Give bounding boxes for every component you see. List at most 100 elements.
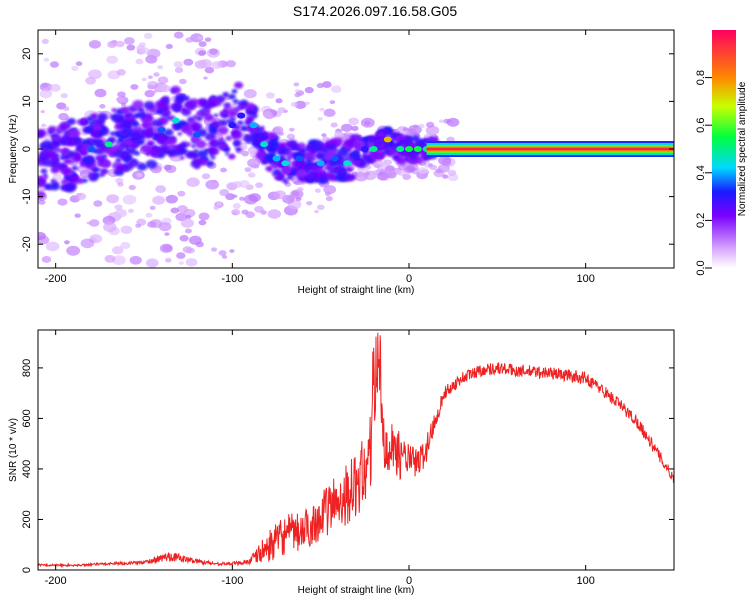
heatmap-cell [71, 137, 83, 146]
heatmap-cell [173, 61, 183, 68]
heatmap-cell [176, 252, 186, 259]
heatmap-cell [208, 147, 220, 156]
y-tick-label: 800 [21, 359, 33, 377]
heatmap-cell [106, 194, 120, 204]
heatmap-cell [294, 92, 301, 98]
heatmap-cell [218, 119, 228, 127]
heatmap-cell [323, 108, 336, 118]
heatmap-cell [384, 148, 393, 155]
heatmap-cell [327, 166, 339, 175]
heatmap-cell [250, 131, 262, 141]
heatmap-cell [191, 122, 203, 131]
heatmap-cell [164, 128, 174, 136]
heatmap-cell [38, 190, 46, 200]
heatmap-cell [446, 117, 460, 127]
heatmap-cell [290, 102, 298, 107]
heatmap-cell [264, 153, 276, 163]
heatmap-cell [273, 190, 287, 200]
heatmap-cell [115, 40, 125, 48]
heatmap-peak [316, 160, 325, 167]
heatmap-cell [204, 132, 216, 141]
heatmap-cell [40, 168, 48, 174]
heatmap-cell [245, 211, 255, 219]
heatmap-cell [196, 111, 204, 117]
snr-plot-area [38, 332, 674, 569]
heatmap-cell [173, 31, 184, 39]
heatmap-cell [104, 255, 116, 263]
heatmap-cell [75, 155, 82, 160]
heatmap-cell [170, 89, 176, 93]
heatmap-x-label: Height of straight line (km) [298, 285, 415, 296]
heatmap-cell [147, 84, 155, 90]
heatmap-cell [59, 121, 71, 131]
heatmap-cell [132, 100, 144, 109]
snr-series-line [38, 332, 674, 569]
heatmap-cell [167, 143, 176, 151]
heatmap-cell [58, 137, 70, 146]
heatmap-cell [121, 127, 133, 137]
heatmap-cell [180, 142, 188, 149]
heatmap-cell [397, 142, 402, 147]
heatmap-cell [114, 149, 126, 159]
heatmap-cell [196, 149, 208, 159]
heatmap-cell [295, 196, 302, 202]
heatmap-cell [145, 159, 158, 169]
heatmap-cell [185, 258, 198, 267]
heatmap-cell [316, 204, 325, 210]
heatmap-peak [260, 141, 269, 148]
x-tick-label: -100 [221, 273, 243, 285]
heatmap-cell [277, 142, 287, 150]
heatmap-cell [92, 167, 100, 173]
heatmap-cell [314, 177, 319, 181]
heatmap-cell [286, 174, 294, 180]
heatmap-cell [204, 66, 215, 74]
heatmap-cell [174, 94, 185, 103]
heatmap-cell [175, 126, 180, 130]
heatmap-cell [198, 50, 207, 56]
heatmap-cell [135, 223, 142, 228]
heatmap-cell [93, 138, 102, 146]
heatmap-cell [127, 158, 140, 168]
heatmap-cell [53, 157, 60, 163]
snr-panel: -200 -100 0 100 0 200 400 600 800 Height of str… [8, 329, 675, 596]
heatmap-cell [240, 125, 248, 131]
heatmap-cell [272, 126, 284, 134]
heatmap-cell [330, 122, 338, 128]
heatmap-cell [102, 160, 110, 167]
snr-y-ticks: 0 200 400 600 800 [21, 359, 674, 573]
heatmap-cell [259, 127, 264, 132]
heatmap-cell [39, 89, 53, 99]
heatmap-cell [86, 116, 94, 122]
heatmap-cell [220, 167, 227, 173]
heatmap-cell [120, 102, 127, 107]
heatmap-cell [295, 159, 306, 169]
heatmap-cell [75, 61, 83, 67]
heatmap-cell [149, 205, 156, 210]
heatmap-cell [157, 76, 169, 85]
heatmap-peak [249, 122, 258, 129]
heatmap-cell [198, 219, 207, 226]
x-tick-label: 0 [406, 575, 412, 587]
heatmap-cell [182, 95, 190, 101]
heatmap-cell [286, 133, 296, 140]
heatmap-cell [140, 144, 152, 153]
heatmap-cell [180, 149, 185, 153]
heatmap-cell [63, 183, 76, 193]
heatmap-cell [229, 115, 234, 119]
heatmap-cell [117, 91, 126, 98]
heatmap-cell [76, 192, 87, 201]
heatmap-cell [52, 163, 57, 168]
heatmap-cell [437, 164, 450, 173]
heatmap-cell [59, 156, 66, 161]
heatmap-cell [60, 179, 69, 185]
heatmap-cell [418, 123, 425, 129]
heatmap-cell [306, 200, 313, 206]
heatmap-cell [352, 159, 361, 166]
heatmap-cell [223, 102, 232, 109]
y-tick-label: 0 [21, 146, 33, 152]
heatmap-cell [74, 213, 81, 218]
heatmap-cell [90, 131, 98, 137]
heatmap-cell [145, 212, 153, 218]
heatmap-cell [225, 135, 233, 141]
